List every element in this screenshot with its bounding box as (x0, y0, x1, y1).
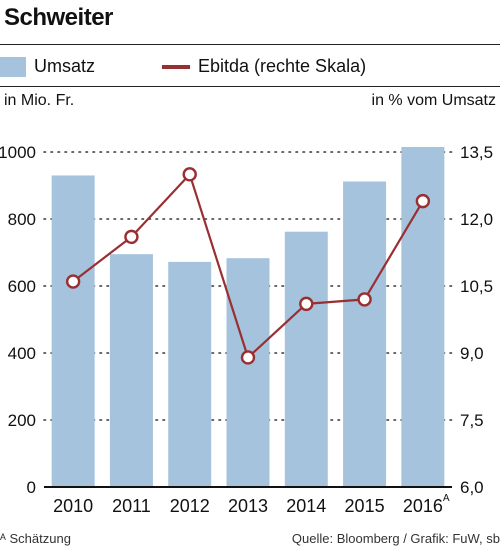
ebitda-point (299, 296, 314, 312)
footnote: ᴬ Schätzung (0, 531, 71, 546)
legend-label-ebitda: Ebitda (rechte Skala) (198, 56, 367, 76)
legend-swatch-bar (0, 56, 26, 77)
bar (168, 261, 212, 487)
ebitda-point (240, 350, 256, 365)
y-tick-right: 13,5 (460, 143, 493, 162)
y-tick-right: 12,0 (460, 210, 493, 229)
y-tick-left: 400 (8, 344, 36, 363)
y-tick-left: 0 (27, 478, 36, 497)
y-tick-right: 10,5 (460, 277, 493, 296)
x-tick-suffix: A (443, 493, 450, 504)
y-tick-right: 6,0 (460, 478, 484, 497)
x-tick-label: 2013 (228, 496, 268, 516)
x-tick-label: 2010 (53, 496, 93, 516)
y-tick-left: 800 (8, 210, 36, 229)
x-tick-label: 2014 (286, 496, 326, 516)
y-tick-right: 7,5 (460, 411, 484, 430)
bar (226, 258, 270, 487)
chart-title: Schweiter (4, 4, 113, 31)
y-tick-right: 9,0 (460, 344, 484, 363)
ebitda-point (124, 229, 139, 245)
legend-swatch-line (162, 64, 190, 69)
title-rule (0, 44, 500, 45)
left-axis-unit: in Mio. Fr. (4, 92, 75, 109)
y-tick-left: 200 (8, 411, 36, 430)
bar (343, 181, 387, 488)
x-tick-label: 2012 (170, 496, 210, 516)
ebitda-point (357, 292, 372, 307)
y-tick-left: 600 (8, 277, 36, 296)
legend: Umsatz Ebitda (rechte Skala) (0, 56, 500, 82)
bar (284, 231, 328, 487)
bar (109, 254, 153, 487)
legend-rule (0, 86, 500, 87)
legend-item-umsatz: Umsatz (0, 56, 95, 77)
legend-label-umsatz: Umsatz (34, 56, 96, 76)
ebitda-point (65, 274, 81, 289)
right-axis-unit: in % vom Umsatz (371, 92, 496, 109)
x-tick-label: 2011 (112, 496, 151, 516)
x-tick-label: 2015 (345, 496, 385, 516)
ebitda-point (415, 193, 431, 209)
source-note: Quelle: Bloomberg / Grafik: FuW, sb (291, 531, 500, 546)
ebitda-point (182, 167, 197, 182)
bar (51, 175, 95, 487)
x-tick-label: 2016 (403, 496, 443, 516)
y-tick-left: 1000 (0, 143, 36, 162)
legend-item-ebitda: Ebitda (rechte Skala) (162, 56, 366, 77)
